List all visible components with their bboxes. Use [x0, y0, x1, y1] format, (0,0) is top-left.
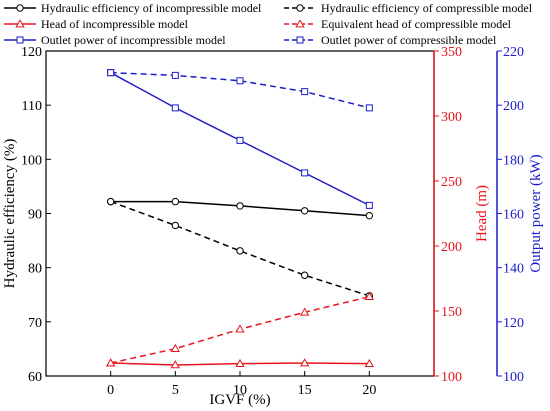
series-6-point — [301, 88, 309, 96]
series-6-point — [365, 104, 373, 112]
head-tick-label: 150 — [441, 305, 462, 320]
series-2-point — [300, 271, 309, 279]
left-tick-label: 60 — [28, 370, 42, 385]
series-2-point — [171, 221, 180, 230]
series-line-2 — [110, 200, 370, 297]
head-tick-label: 250 — [441, 175, 462, 190]
legend-label-6: Outlet power of compressible model — [321, 33, 497, 47]
series-1-point — [171, 197, 180, 206]
x-axis-title: IGVF (%) — [209, 392, 270, 408]
left-tick-label: 120 — [21, 45, 42, 60]
plot-area: 0 5 10 15 20 IGVF (%) 60 70 80 90 100 110 120 Hydraul… — [2, 45, 544, 408]
legend-marker-2 — [296, 4, 304, 12]
power-tick-label: 120 — [503, 316, 524, 331]
legend-label-5: Outlet power of incompressible model — [41, 33, 226, 47]
legend-label-3: Head of incompressible model — [41, 17, 189, 31]
series-5-point — [236, 136, 244, 144]
series-6-point — [236, 77, 244, 85]
legend-marker-5 — [16, 36, 24, 44]
x-tick-label: 5 — [172, 383, 179, 398]
power-tick-label: 220 — [503, 45, 524, 60]
series-3-point — [300, 358, 310, 367]
power-axis-title: Output power (kW) — [528, 154, 544, 272]
legend: Hydraulic efficiency of incompressible m… — [4, 1, 533, 47]
left-tick-label: 110 — [22, 99, 42, 114]
left-tick-label: 70 — [28, 316, 42, 331]
series-2-point — [106, 197, 115, 206]
series-1-point — [365, 211, 374, 220]
x-tick-label: 20 — [362, 383, 376, 398]
series-5-point — [171, 104, 179, 112]
legend-marker-4 — [295, 19, 305, 28]
x-tick-label: 0 — [107, 383, 114, 398]
series-4-point — [106, 358, 116, 367]
series-3-point — [364, 358, 374, 367]
series-1-point — [236, 202, 244, 210]
head-tick-label: 300 — [441, 110, 462, 125]
series-1-point — [300, 207, 309, 215]
legend-marker-3 — [15, 19, 25, 28]
series-6-point — [107, 69, 115, 77]
series-4-point — [170, 343, 180, 353]
head-axis-title: Head (m) — [474, 185, 490, 242]
left-axis-title: Hydraulic efficiency (%) — [2, 139, 18, 289]
left-tick-label: 100 — [21, 153, 42, 168]
left-tick-label: 90 — [28, 208, 42, 223]
power-tick-label: 180 — [503, 153, 524, 168]
series-3-point — [235, 358, 245, 367]
series-2-point — [236, 247, 244, 255]
legend-label-1: Hydraulic efficiency of incompressible m… — [41, 1, 262, 15]
series-4-point — [364, 291, 374, 301]
series-4-point — [300, 307, 310, 316]
series-5-point — [301, 169, 309, 177]
power-tick-label: 200 — [503, 99, 524, 114]
legend-marker-6 — [296, 36, 304, 44]
series-4-point — [235, 324, 245, 333]
head-tick-label: 350 — [441, 45, 462, 60]
power-tick-label: 140 — [503, 262, 524, 277]
left-tick-label: 80 — [28, 262, 42, 277]
legend-marker-1 — [16, 4, 24, 12]
head-tick-label: 100 — [441, 370, 462, 385]
series-line-6 — [110, 71, 370, 109]
series-3-point — [170, 360, 180, 369]
x-tick-label: 10 — [233, 383, 247, 398]
series-6-point — [171, 71, 179, 79]
x-tick-label: 15 — [298, 383, 312, 398]
legend-label-2: Hydraulic efficiency of compressible mod… — [321, 1, 533, 15]
head-tick-label: 200 — [441, 240, 462, 255]
power-tick-label: 100 — [503, 370, 524, 385]
series-5-point — [365, 201, 373, 209]
power-tick-label: 160 — [503, 208, 524, 223]
legend-label-4: Equivalent head of compressible model — [321, 17, 512, 31]
